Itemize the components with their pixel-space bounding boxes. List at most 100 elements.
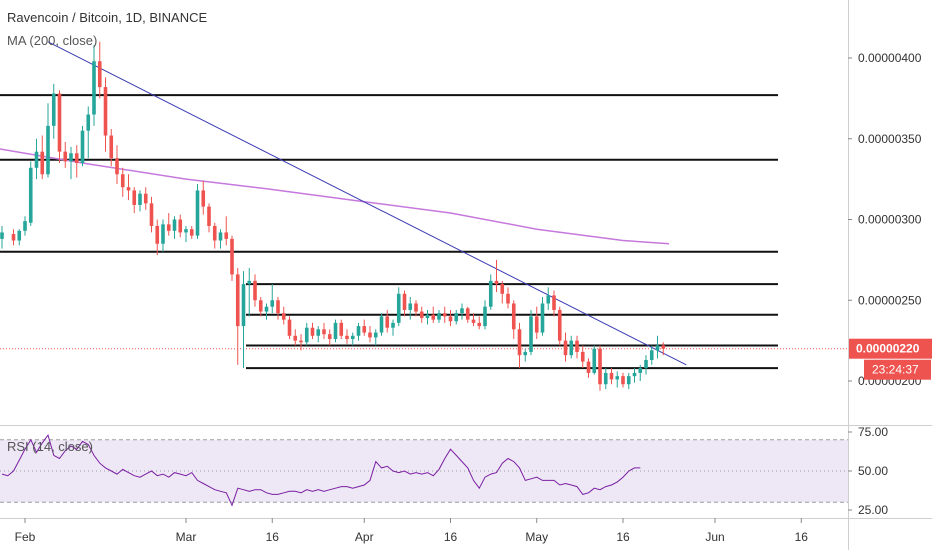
candle-body xyxy=(563,340,568,356)
candle xyxy=(598,345,602,391)
candle xyxy=(143,187,148,210)
candle-body xyxy=(92,61,96,115)
price-tick-label: 0.00000250 xyxy=(858,293,922,307)
price-tags-layer: 0.00000220 23:24:37 xyxy=(849,338,932,380)
candle-body xyxy=(201,190,206,207)
candle xyxy=(396,287,401,327)
last-price-value: 0.00000220 xyxy=(856,342,920,356)
candle-body xyxy=(51,93,56,126)
candle xyxy=(17,229,22,246)
price-tick-label: 0.00000400 xyxy=(858,51,922,65)
candle-body xyxy=(661,345,666,349)
time-tick-label: Apr xyxy=(355,530,374,544)
candle xyxy=(419,306,424,323)
candle xyxy=(166,213,171,236)
candle xyxy=(86,106,91,159)
candle-body xyxy=(195,190,200,236)
candle xyxy=(471,313,476,327)
candle xyxy=(632,368,637,383)
candle xyxy=(149,196,154,233)
candle xyxy=(362,319,367,336)
candle-body xyxy=(350,335,355,340)
time-tick-label: 16 xyxy=(444,530,458,544)
candle-body xyxy=(138,193,142,205)
candle xyxy=(258,297,263,317)
candle-body xyxy=(304,327,309,343)
candle xyxy=(626,372,631,390)
candle-body xyxy=(534,316,539,333)
candle xyxy=(460,303,464,320)
candle xyxy=(546,287,551,310)
candle xyxy=(603,368,608,390)
candle xyxy=(276,297,280,320)
candle xyxy=(264,303,269,320)
rsi-indicator-label[interactable]: RSI (14, close) xyxy=(7,439,93,454)
candle-body xyxy=(28,167,33,223)
candle xyxy=(322,322,326,340)
candle-body xyxy=(40,151,45,175)
candle-body xyxy=(86,114,91,131)
candle-body xyxy=(569,340,574,356)
candle xyxy=(442,306,447,323)
candle-body xyxy=(310,327,315,336)
candle xyxy=(80,125,85,167)
candle-body xyxy=(373,332,378,338)
candle xyxy=(523,348,528,362)
candle xyxy=(500,280,505,304)
candle xyxy=(592,345,597,375)
candle xyxy=(132,187,137,214)
candle xyxy=(661,342,666,356)
candle xyxy=(195,183,200,239)
countdown-value: 23:24:37 xyxy=(872,363,919,377)
time-tick-label: Jun xyxy=(705,530,724,544)
time-tick-label: Feb xyxy=(15,530,36,544)
chart-title[interactable]: Ravencoin / Bitcoin, 1D, BINANCE xyxy=(7,10,208,25)
candle xyxy=(368,326,372,343)
candle-body xyxy=(621,376,625,385)
candle xyxy=(540,297,545,336)
time-tick-label: Mar xyxy=(176,530,197,544)
candle xyxy=(356,322,361,341)
candle-body xyxy=(143,193,148,204)
candle-body xyxy=(557,309,562,341)
candle xyxy=(69,146,73,180)
candle-body xyxy=(299,340,303,343)
candle xyxy=(655,335,660,359)
candle-body xyxy=(80,130,85,163)
candle xyxy=(350,332,355,346)
candle xyxy=(379,313,384,336)
candle xyxy=(557,306,562,346)
last-price-tag xyxy=(849,338,932,359)
candle xyxy=(178,214,183,238)
candle-body xyxy=(218,232,223,241)
candle-body xyxy=(632,372,637,377)
candle xyxy=(644,355,648,375)
candle xyxy=(0,225,4,249)
rsi-tick-label: 75.00 xyxy=(858,425,888,439)
rsi-tick-label: 25.00 xyxy=(858,503,888,517)
candle-body xyxy=(356,326,361,336)
ma-indicator-label[interactable]: MA (200, close) xyxy=(7,33,98,48)
candle-body xyxy=(115,158,119,175)
candle-body xyxy=(425,314,430,319)
candle xyxy=(97,41,102,99)
candle xyxy=(529,309,533,356)
candle xyxy=(414,300,418,317)
candle-body xyxy=(166,224,171,231)
candle-body xyxy=(391,322,395,328)
candle xyxy=(184,225,188,243)
candle xyxy=(609,368,614,385)
candle xyxy=(385,309,390,333)
candle-body xyxy=(506,293,510,304)
candle xyxy=(448,309,453,327)
candle xyxy=(189,225,194,239)
candle-body xyxy=(276,300,280,314)
candle-body xyxy=(477,322,482,327)
candle-body xyxy=(483,306,487,327)
trendline-layer[interactable] xyxy=(47,41,687,366)
candle-body xyxy=(540,303,545,333)
candle-body xyxy=(17,230,22,241)
candle-body xyxy=(385,316,390,328)
